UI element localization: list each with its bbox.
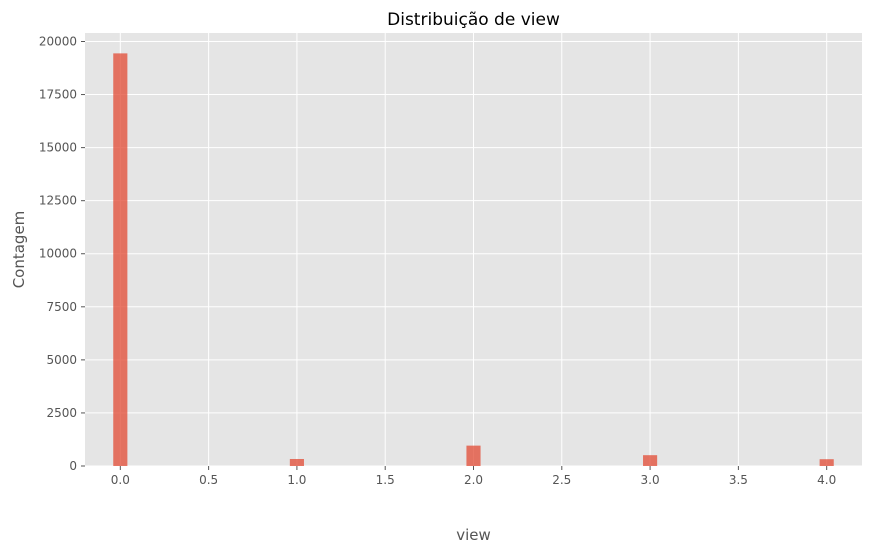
histogram-bar <box>466 445 481 466</box>
x-tick-label: 2.5 <box>552 473 571 487</box>
y-tick-label: 10000 <box>39 247 77 261</box>
x-tick-label: 2.0 <box>464 473 483 487</box>
x-axis-label: view <box>456 526 491 544</box>
y-axis-label: Contagem <box>10 211 28 289</box>
y-tick-label: 15000 <box>39 141 77 155</box>
x-tick-label: 1.0 <box>287 473 306 487</box>
y-tick-label: 0 <box>69 459 77 473</box>
histogram-bar <box>113 53 128 467</box>
x-tick-label: 3.0 <box>641 473 660 487</box>
x-axis-ticks: 0.0 0.5 1.0 1.5 2.0 2.5 3.0 3.5 4.0 <box>111 466 836 487</box>
x-tick-label: 0.5 <box>199 473 218 487</box>
y-tick-label: 20000 <box>39 34 77 48</box>
histogram-bar <box>643 455 658 466</box>
y-tick-label: 7500 <box>46 300 77 314</box>
chart-title: Distribuição de view <box>387 10 560 30</box>
y-tick-label: 2500 <box>46 406 77 420</box>
x-tick-label: 3.5 <box>729 473 748 487</box>
y-tick-label: 5000 <box>46 353 77 367</box>
bars <box>113 53 834 467</box>
x-tick-label: 0.0 <box>111 473 130 487</box>
y-axis-ticks: 0 2500 5000 7500 10000 12500 15000 17500 20000 <box>39 34 85 473</box>
y-tick-label: 12500 <box>39 194 77 208</box>
y-tick-label: 17500 <box>39 88 77 102</box>
x-tick-label: 1.5 <box>376 473 395 487</box>
x-tick-label: 4.0 <box>817 473 836 487</box>
histogram-bar <box>819 459 834 466</box>
histogram-bar <box>289 458 304 466</box>
